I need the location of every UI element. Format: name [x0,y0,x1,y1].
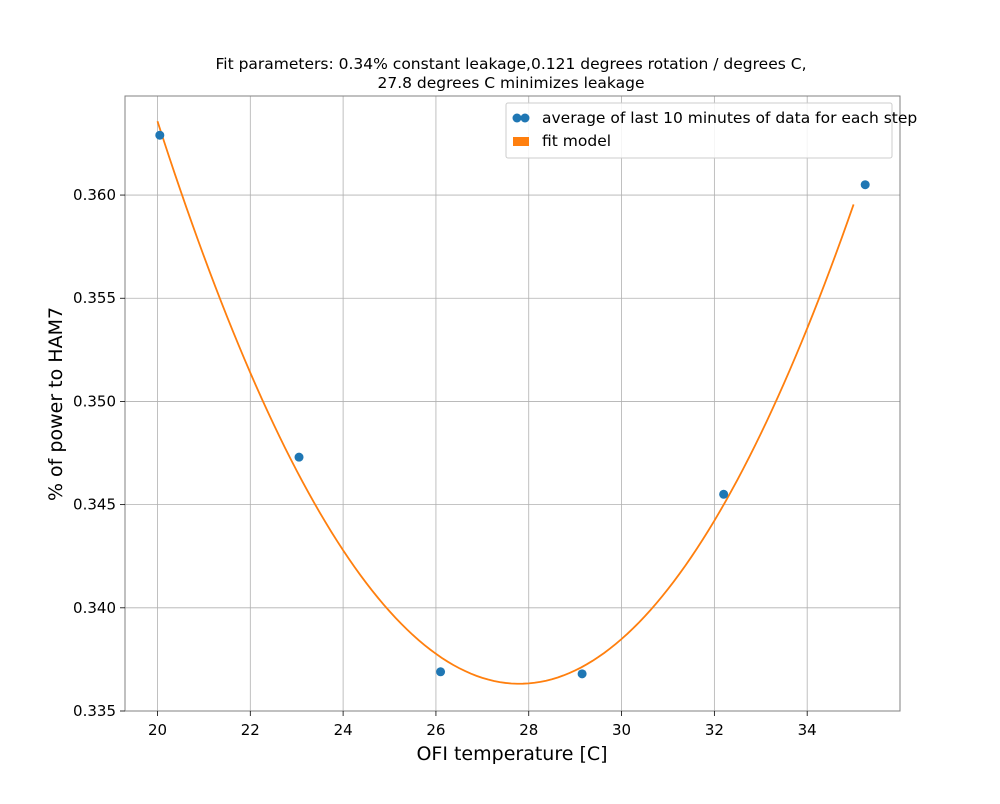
x-tick-label: 26 [426,721,445,739]
legend-label-fit: fit model [542,132,611,150]
x-tick-label: 30 [612,721,631,739]
x-tick-label: 32 [705,721,724,739]
chart-title-line-2: 27.8 degrees C minimizes leakage [377,74,644,92]
data-point [155,130,165,140]
y-tick-label: 0.355 [73,289,116,307]
x-tick-label: 20 [148,721,167,739]
x-tick-label: 24 [334,721,353,739]
plot-area [125,96,900,711]
data-point [860,180,870,190]
y-tick-label: 0.360 [73,186,116,204]
y-axis-label: % of power to HAM7 [45,307,67,501]
plot-frame [124,95,901,712]
x-axis-ticks: 20 22 24 26 28 30 32 34 [148,711,817,739]
legend: average of last 10 minutes of data for e… [505,102,917,159]
data-point [294,452,304,462]
fit-layer [156,120,855,685]
points-layer [155,130,870,679]
y-axis-ticks: 0.335 0.340 0.345 0.350 0.355 0.360 [73,186,125,720]
legend-marker-points-a [512,113,522,123]
data-point [436,667,446,677]
chart-title-line-1: Fit parameters: 0.34% constant leakage,0… [215,55,806,73]
x-tick-label: 34 [798,721,817,739]
y-tick-label: 0.335 [73,702,116,720]
data-point [577,669,587,679]
x-tick-label: 28 [519,721,538,739]
y-tick-label: 0.340 [73,599,116,617]
legend-marker-fit [513,137,529,146]
x-axis-label: OFI temperature [C] [416,743,607,765]
legend-marker-points-b [520,113,530,123]
legend-box [505,102,893,159]
y-tick-label: 0.350 [73,392,116,410]
fit-model-line [156,120,855,685]
legend-label-points: average of last 10 minutes of data for e… [542,109,917,127]
x-tick-label: 22 [241,721,260,739]
data-point [719,489,729,499]
y-tick-label: 0.345 [73,496,116,514]
